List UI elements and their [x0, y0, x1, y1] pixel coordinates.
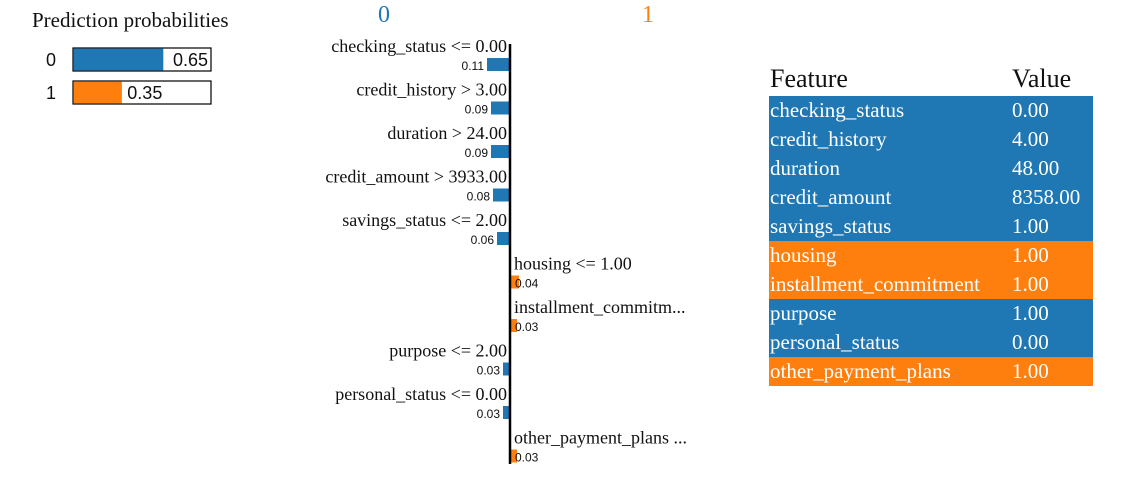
- feature-name-cell: purpose: [770, 301, 837, 325]
- table-body: checking_status 0.00 credit_history 4.00 dur…: [769, 96, 1093, 386]
- chart-title: Prediction probabilities: [32, 8, 229, 32]
- feature-weight-label: 0.03: [477, 407, 501, 421]
- value-column-header: Value: [1012, 64, 1072, 93]
- feature-label: personal_status <= 0.00: [335, 384, 507, 404]
- probability-bar-frame: [72, 80, 212, 105]
- feature-weight-bar: [511, 449, 517, 463]
- feature-value-cell: 1.00: [1012, 359, 1049, 383]
- feature-weight-label: 0.11: [462, 59, 485, 73]
- feature-name-cell: checking_status: [770, 98, 905, 122]
- probability-value-label: 0.65: [173, 50, 208, 70]
- class-label: 0: [46, 50, 56, 70]
- feature-value-cell: 48.00: [1012, 156, 1060, 180]
- feature-weight-label: 0.08: [467, 190, 491, 204]
- feature-name-cell: other_payment_plans: [770, 359, 951, 383]
- feature-weight-bar: [497, 232, 509, 245]
- table-row: savings_status 1.00: [769, 212, 1093, 241]
- feature-label: credit_history > 3.00: [356, 80, 507, 100]
- table-row: other_payment_plans 1.00: [769, 357, 1093, 386]
- feature-weight-bar: [503, 362, 509, 376]
- feature-label: installment_commitm...: [514, 297, 685, 317]
- probability-bar-frame: [72, 47, 212, 72]
- feature-weight-label: 0.03: [515, 451, 539, 465]
- feature-weight-label: 0.06: [471, 233, 495, 247]
- prediction-probabilities-chart: Prediction probabilities 0 0.65 1 0.35: [32, 8, 229, 105]
- feature-weight-bar: [491, 101, 509, 115]
- feature-label: other_payment_plans ...: [514, 428, 687, 448]
- feature-label: housing <= 1.00: [514, 254, 632, 274]
- feature-value-cell: 0.00: [1012, 330, 1049, 354]
- feature-weight-bar: [491, 145, 509, 158]
- probability-value-label: 0.35: [127, 83, 162, 103]
- table-row: duration 48.00: [769, 154, 1093, 183]
- feature-label: credit_amount > 3933.00: [325, 167, 507, 187]
- class-label-positive: 1: [642, 2, 654, 28]
- feature-value-cell: 8358.00: [1012, 185, 1081, 209]
- feature-value-cell: 1.00: [1012, 243, 1049, 267]
- feature-weights-chart: 0 1 checking_status <= 0.00 0.11 credit_hi…: [325, 2, 687, 465]
- table-row: personal_status 0.00: [769, 328, 1093, 357]
- table-row: installment_commitment 1.00: [769, 270, 1093, 299]
- feature-value-table: Feature Value checking_status 0.00 credit_…: [769, 62, 1093, 386]
- feature-weight-bar: [493, 188, 509, 202]
- feature-value-cell: 1.00: [1012, 272, 1049, 296]
- feature-name-cell: housing: [770, 243, 837, 267]
- feature-weight-label: 0.09: [465, 103, 489, 117]
- feature-label: savings_status <= 2.00: [342, 210, 507, 230]
- feature-name-cell: credit_history: [770, 127, 887, 151]
- probability-bar: [73, 81, 122, 104]
- feature-label: duration > 24.00: [387, 123, 507, 143]
- feature-name-cell: installment_commitment: [770, 272, 980, 296]
- feature-weight-bars: checking_status <= 0.00 0.11 credit_histor…: [325, 36, 687, 465]
- probability-bars: 0 0.65 1 0.35: [46, 47, 212, 105]
- feature-value-cell: 1.00: [1012, 214, 1049, 238]
- feature-weight-label: 0.09: [465, 146, 489, 160]
- feature-weight-bar: [511, 319, 517, 332]
- table-row: checking_status 0.00: [769, 96, 1093, 125]
- feature-weight-bar: [511, 275, 519, 289]
- feature-name-cell: personal_status: [770, 330, 900, 354]
- feature-name-cell: duration: [770, 156, 840, 180]
- class-label-negative: 0: [378, 2, 390, 28]
- feature-weight-label: 0.03: [477, 364, 501, 378]
- feature-name-cell: savings_status: [770, 214, 892, 238]
- feature-label: purpose <= 2.00: [389, 341, 507, 361]
- feature-weight-label: 0.04: [515, 277, 539, 291]
- feature-name-cell: credit_amount: [770, 185, 892, 209]
- table-row: credit_amount 8358.00: [769, 183, 1093, 212]
- feature-weight-bar: [487, 58, 509, 71]
- feature-weight-bar: [503, 406, 509, 419]
- table-row: credit_history 4.00: [769, 125, 1093, 154]
- feature-value-cell: 1.00: [1012, 301, 1049, 325]
- feature-value-cell: 4.00: [1012, 127, 1049, 151]
- feature-column-header: Feature: [770, 64, 848, 93]
- feature-weight-label: 0.03: [515, 320, 539, 334]
- class-label: 1: [46, 83, 56, 103]
- feature-value-cell: 0.00: [1012, 98, 1049, 122]
- table-row: purpose 1.00: [769, 299, 1093, 328]
- table-row: housing 1.00: [769, 241, 1093, 270]
- feature-label: checking_status <= 0.00: [331, 36, 507, 56]
- table-header-row: Feature Value: [769, 62, 1093, 96]
- probability-bar: [73, 48, 164, 71]
